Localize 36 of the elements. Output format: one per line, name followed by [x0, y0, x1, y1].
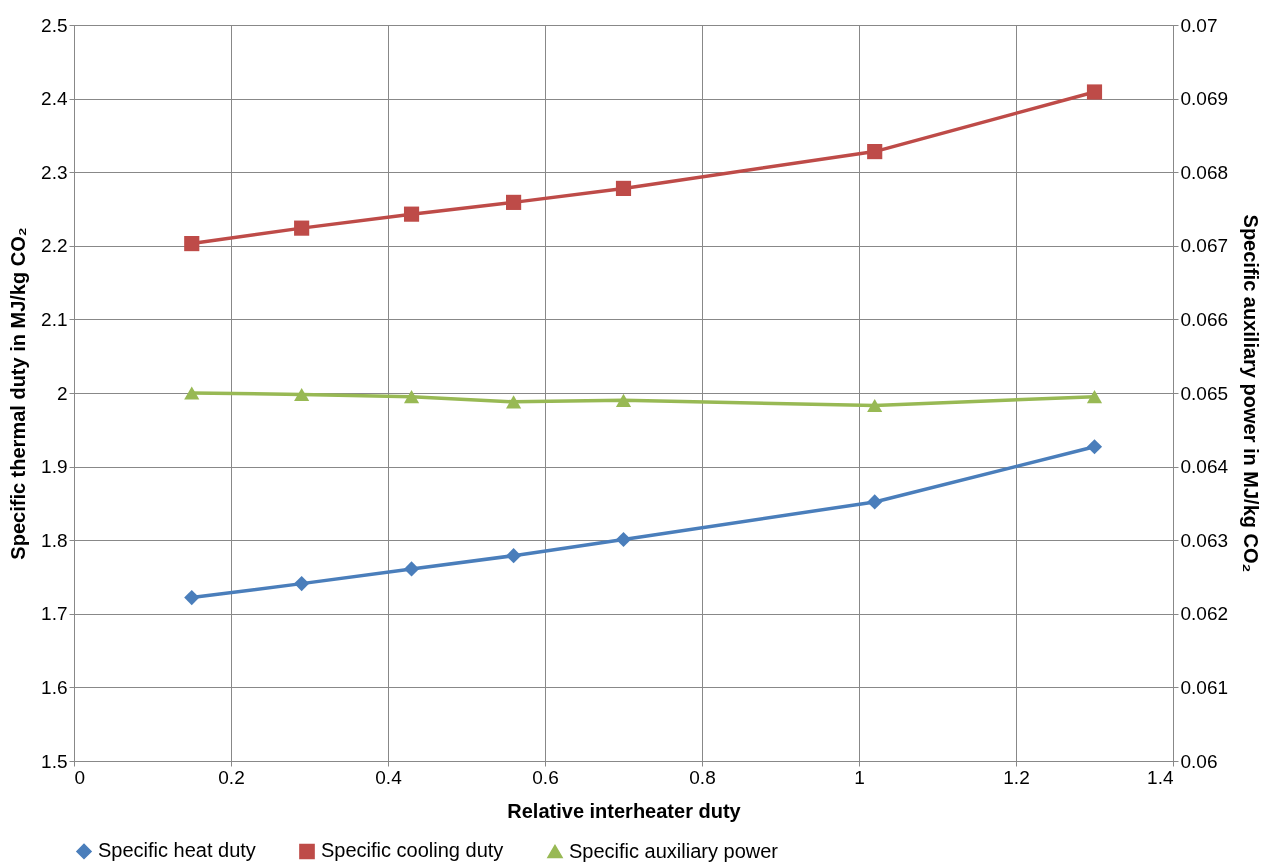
y2-tick-label: 0.067	[1180, 235, 1229, 257]
legend-label: Specific cooling duty	[321, 839, 504, 862]
y2-axis-title: Specific auxiliary power in MJ/kg CO₂	[1240, 214, 1263, 573]
y2-tick-label: 0.06	[1180, 750, 1218, 772]
y2-tick-label: 0.066	[1180, 308, 1229, 330]
x-tick-label: 0.2	[218, 766, 245, 788]
y2-tick-label: 0.065	[1180, 382, 1229, 404]
x-tick-label: 1.4	[1147, 766, 1174, 788]
y-tick-label: 2	[56, 382, 68, 404]
y2-tick-label: 0.062	[1180, 603, 1229, 625]
y-tick-label: 1.9	[41, 456, 68, 478]
y2-tick-label: 0.064	[1180, 456, 1229, 478]
x-tick-label: 0.4	[375, 766, 403, 788]
x-tick-label: 0.6	[532, 766, 559, 788]
x-tick-label: 1.2	[1003, 766, 1030, 788]
y-tick-label: 1.7	[41, 603, 68, 625]
x-tick-label: 1	[854, 766, 865, 788]
y2-tick-label: 0.068	[1180, 161, 1229, 183]
y-tick-label: 1.5	[41, 750, 68, 772]
legend-label: Specific heat duty	[98, 839, 256, 862]
x-axis-title: Relative interheater duty	[507, 799, 742, 822]
x-tick-label: 0	[74, 766, 86, 788]
y2-tick-label: 0.063	[1180, 529, 1229, 551]
y-tick-label: 1.8	[41, 529, 68, 551]
y-tick-label: 2.1	[41, 308, 68, 330]
y2-tick-label: 0.07	[1180, 14, 1218, 36]
legend-label: Specific auxiliary power	[569, 839, 779, 862]
y-tick-label: 2.4	[41, 88, 68, 110]
y2-tick-label: 0.069	[1180, 88, 1229, 110]
y-tick-label: 2.3	[41, 161, 68, 183]
x-tick-label: 0.8	[689, 766, 716, 788]
y-tick-label: 2.2	[41, 235, 68, 257]
y2-tick-label: 0.061	[1180, 676, 1229, 698]
y-tick-label: 2.5	[41, 14, 68, 36]
y-axis-title: Specific thermal duty in MJ/kg CO₂	[7, 227, 30, 560]
y-tick-label: 1.6	[41, 676, 68, 698]
